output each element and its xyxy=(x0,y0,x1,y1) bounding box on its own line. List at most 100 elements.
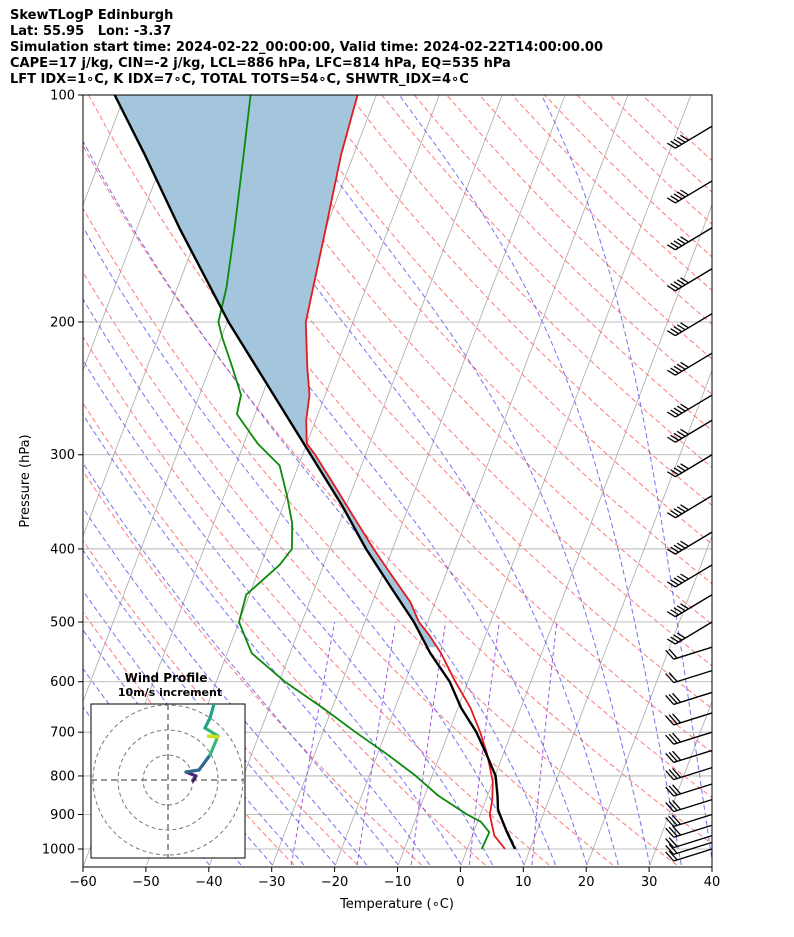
wind-barb-flag xyxy=(680,134,689,141)
wind-barb-shaft xyxy=(674,227,713,251)
wind-barb-shaft xyxy=(673,731,713,745)
wind-barb-flag xyxy=(667,142,676,149)
wind-barb xyxy=(665,669,713,684)
hodograph-segment xyxy=(203,726,220,738)
wind-barb xyxy=(667,594,713,618)
wind-barb-flag xyxy=(667,285,676,292)
isotherm-line xyxy=(83,95,189,372)
wind-barb-flag xyxy=(665,838,675,849)
mixing-ratio-line xyxy=(410,621,447,866)
wind-barb-flag xyxy=(668,648,678,659)
wind-barb-flag xyxy=(665,817,675,827)
wind-barb-flag xyxy=(670,409,679,416)
x-tick-label: −30 xyxy=(258,875,285,890)
wind-barb-flag xyxy=(668,785,678,796)
x-tick-label: 10 xyxy=(515,875,532,890)
wind-barb xyxy=(667,454,713,478)
wind-barb-flag xyxy=(665,649,675,660)
wind-barb-flag xyxy=(668,826,678,837)
wind-barb-flag xyxy=(676,542,686,549)
wind-barb xyxy=(665,841,713,856)
x-tick-label: 40 xyxy=(704,875,721,890)
wind-barb-flag xyxy=(676,506,686,513)
moist-adiabat-line xyxy=(83,297,494,866)
wind-barb-flag xyxy=(665,715,675,726)
wind-barb-shaft xyxy=(673,783,713,797)
wind-barb-flag xyxy=(668,837,678,847)
wind-barb-flag xyxy=(670,328,679,335)
moist-adiabat-line xyxy=(275,95,651,866)
wind-barb-flag xyxy=(668,843,678,854)
wind-barb-flag xyxy=(668,672,678,682)
moist-adiabat-line xyxy=(83,140,556,866)
dry-adiabat-line xyxy=(544,95,712,258)
wind-barb-flag xyxy=(667,244,676,251)
wind-barb-flag xyxy=(676,430,686,437)
dry-adiabat-line xyxy=(83,402,486,866)
wind-barb-flag xyxy=(672,692,682,703)
wind-barb-flag xyxy=(667,369,676,376)
wind-barb-flag xyxy=(667,197,676,204)
wind-barb xyxy=(667,268,713,292)
mixing-ratio-line xyxy=(531,621,558,866)
y-tick-label: 100 xyxy=(50,89,75,104)
dry-adiabat-line xyxy=(83,271,614,866)
dry-adiabat-line xyxy=(283,95,712,545)
moist-adiabat-line xyxy=(540,95,712,864)
wind-barb-flag xyxy=(667,611,676,618)
title-line-4: CAPE=17 j/kg, CIN=-2 j/kg, LCL=886 hPa, … xyxy=(10,56,511,71)
wind-barb-flag xyxy=(673,326,683,333)
cape-shading xyxy=(114,95,438,648)
wind-barb xyxy=(665,783,713,797)
dry-adiabat-line xyxy=(316,95,712,506)
wind-barb-flag xyxy=(672,768,682,778)
x-tick-label: 0 xyxy=(456,875,464,890)
wind-barb-flag xyxy=(667,548,676,555)
wind-barb-flag xyxy=(670,140,679,147)
x-tick-label: −50 xyxy=(132,875,159,890)
wind-barb-flag xyxy=(680,403,689,410)
wind-barb xyxy=(665,731,713,745)
wind-barb-flag xyxy=(680,236,689,243)
wind-barb-flag xyxy=(665,734,675,745)
wind-barb-flag xyxy=(680,361,689,368)
wind-barb-flag xyxy=(665,802,675,813)
wind-barb-flag xyxy=(668,850,678,861)
hodograph-segment xyxy=(208,734,220,757)
isotherm-line xyxy=(586,534,712,866)
wind-barb-flag xyxy=(667,512,676,519)
wind-barb-flag xyxy=(668,693,678,704)
wind-barb-flag xyxy=(680,322,689,329)
wind-barb xyxy=(667,313,713,337)
wind-barb-flag xyxy=(673,240,683,247)
moist-adiabat-line xyxy=(83,589,305,866)
wind-barb-flag xyxy=(668,801,678,811)
wind-barb-shaft xyxy=(674,419,713,443)
moist-adiabat-line xyxy=(83,549,336,866)
wind-barbs xyxy=(665,125,713,862)
parcel-line xyxy=(113,95,517,850)
moist-adiabat-line xyxy=(83,507,368,866)
inset-rings xyxy=(91,704,245,858)
wind-barb-flag xyxy=(670,434,679,441)
dry-adiabat-line xyxy=(381,95,712,432)
wind-barb-flag xyxy=(672,814,682,825)
y-tick-label: 200 xyxy=(50,315,75,330)
wind-barb-flag xyxy=(680,504,689,511)
wind-barb-flag xyxy=(676,632,686,639)
wind-barb-shaft xyxy=(673,766,713,781)
wind-barb xyxy=(665,848,713,862)
wind-barb xyxy=(665,798,713,813)
wind-barb-flag xyxy=(673,607,683,614)
isotherm-line xyxy=(334,95,629,866)
x-tick-label: 30 xyxy=(641,875,658,890)
dry-adiabat-line xyxy=(641,95,712,162)
wind-barb-shaft xyxy=(673,712,713,726)
wind-barb-flag xyxy=(665,786,675,797)
wind-barb-flag xyxy=(670,609,679,616)
x-tick-label: −10 xyxy=(384,875,411,890)
title-line-1: SkewTLogP Edinburgh xyxy=(10,8,174,23)
isotherm-line xyxy=(523,369,712,866)
x-axis: −60 −50 −40 −30 −20 −10 0 10 20 30 40 xyxy=(69,867,720,890)
